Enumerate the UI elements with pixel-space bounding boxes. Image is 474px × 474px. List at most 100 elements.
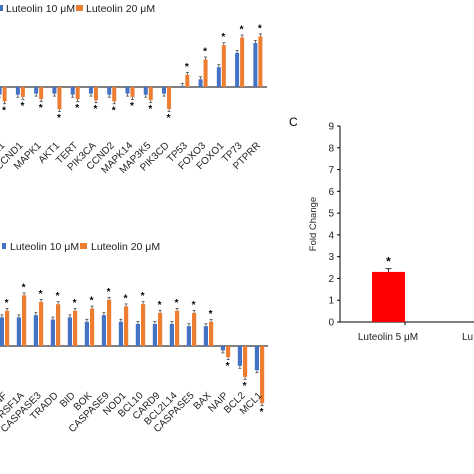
- panel-b-significance-star: *: [209, 309, 213, 320]
- panel-c-y-tick-label: 7: [328, 165, 334, 176]
- panel-b-bar-orange: [243, 346, 248, 377]
- panel-b-bar-blue: [186, 326, 191, 346]
- panel-a-bar-orange: [185, 74, 190, 87]
- panel-b-bar-orange: [73, 310, 78, 346]
- panel-b-significance-star: *: [175, 298, 179, 309]
- panel-a-bar-blue: [0, 87, 2, 95]
- panel-c-bar: [372, 271, 405, 322]
- panel-b-bar-blue: [118, 321, 123, 346]
- panel-b-bar-orange: [175, 310, 180, 346]
- panel-a-bar-blue: [198, 79, 203, 87]
- panel-b-significance-star: *: [158, 300, 162, 311]
- panel-b-legend-label: Luteolin 10 μM: [10, 241, 79, 253]
- panel-a-bar-orange: [240, 37, 245, 87]
- panel-a-bar-orange: [2, 87, 7, 102]
- panel-b-bar-blue: [152, 324, 157, 346]
- panel-a-bar-orange: [20, 87, 25, 97]
- panel-a-bar-orange: [75, 87, 80, 100]
- panel-a-significance-star: *: [240, 25, 244, 36]
- panel-c-y-tick-label: 4: [328, 230, 334, 241]
- panel-a-legend-label: Luteolin 10 μM: [6, 3, 75, 15]
- panel-b-bar-blue: [67, 317, 72, 346]
- panel-b-bar-orange: [260, 346, 265, 404]
- panel-c-y-tick-label: 5: [328, 209, 334, 220]
- panel-b-bar-blue: [203, 326, 208, 346]
- panel-b-significance-star: *: [226, 361, 230, 372]
- panel-b-bar-orange: [141, 304, 146, 346]
- panel-a-bar-blue: [34, 87, 39, 94]
- panel-c-y-axis-label: Fold Change: [308, 197, 319, 251]
- panel-a-significance-star: *: [221, 32, 225, 43]
- panel-c-y-tick-label: 1: [328, 296, 334, 307]
- panel-c-y-tick-label: 2: [328, 274, 334, 285]
- panel-b-bar-orange: [158, 313, 163, 346]
- panel-b-bar-orange: [56, 304, 61, 346]
- panel-c-y-tick-label: 6: [328, 187, 334, 198]
- panel-c-significance-star: *: [386, 255, 391, 269]
- panel-a-significance-star: *: [75, 103, 79, 114]
- panel-b-bar-blue: [0, 317, 4, 346]
- panel-c-y-tick-label: 9: [328, 122, 334, 133]
- panel-b-bar-orange: [90, 308, 95, 346]
- panel-c-y-tick-label: 3: [328, 252, 334, 263]
- panel-a-legend-label: Luteolin 20 μM: [86, 3, 155, 15]
- panel-b-bar-blue: [254, 346, 259, 371]
- panel-a-legend-swatch-blue: [0, 5, 3, 11]
- panel-b-significance-star: *: [124, 293, 128, 304]
- panel-a-bar-blue: [15, 87, 20, 95]
- panel-a-bar-blue: [107, 87, 112, 95]
- panel-a-bar-blue: [235, 52, 240, 87]
- panel-a-bar-orange: [148, 87, 153, 101]
- panel-c-label: C: [289, 115, 298, 129]
- panel-a-bar-blue: [253, 43, 258, 87]
- panel-b-significance-star: *: [192, 300, 196, 311]
- panel-b-bar-blue: [101, 315, 106, 346]
- panel-b-bar-orange: [22, 295, 27, 346]
- panel-a-bar-blue: [70, 87, 75, 95]
- panel-b-bar-orange: [209, 321, 214, 346]
- panel-b-significance-star: *: [141, 291, 145, 302]
- panel-a-legend-swatch-orange: [76, 5, 83, 11]
- panel-b-significance-star: *: [56, 291, 60, 302]
- panel-a-bar-orange: [130, 87, 135, 97]
- panel-b-bar-blue: [50, 319, 55, 346]
- panel-a-significance-star: *: [57, 113, 61, 124]
- panel-a-bar-blue: [180, 85, 185, 87]
- panel-a-bar-orange: [167, 87, 172, 109]
- panel-c-category-label: Luteolin 5 μM: [358, 332, 418, 343]
- panel-b-bar-blue: [33, 315, 38, 346]
- panel-b-significance-star: *: [73, 298, 77, 309]
- panel-a-bar-blue: [125, 87, 130, 94]
- panel-b-bar-orange: [39, 302, 44, 346]
- panel-a-bar-orange: [258, 36, 263, 87]
- panel-b-legend-label: Luteolin 20 μM: [91, 241, 160, 253]
- panel-a-bar-blue: [216, 67, 221, 87]
- panel-a-significance-star: *: [167, 113, 171, 124]
- panel-b-significance-star: *: [39, 289, 43, 300]
- panel-b-bar-blue: [16, 317, 21, 346]
- panel-b-bar-orange: [192, 313, 197, 346]
- panel-b-bar-blue: [84, 321, 89, 346]
- panel-b-significance-star: *: [22, 282, 26, 293]
- panel-b-bar-orange: [107, 299, 112, 346]
- panel-a-significance-star: *: [130, 101, 134, 112]
- panel-b-bar-blue: [169, 324, 174, 346]
- panel-c-chart: C 0 1 2 3 4 5 6 7 8 9 Fold Change * Luteolin 5 μM Lu: [289, 115, 474, 343]
- panel-b-bar-orange: [226, 346, 231, 357]
- panel-a-chart: Luteolin 10 μM Luteolin 20 μM*ELK1*CCND1*…: [0, 3, 267, 176]
- panel-c-category-label: Lu: [462, 332, 473, 343]
- panel-a-bar-orange: [203, 59, 208, 87]
- panel-a-bar-blue: [143, 87, 148, 95]
- panel-b-significance-star: *: [90, 296, 94, 307]
- panel-a-bar-orange: [93, 87, 98, 101]
- panel-b-bar-orange: [5, 310, 10, 346]
- panel-a-bar-blue: [88, 87, 93, 94]
- panel-a-bar-blue: [162, 87, 167, 94]
- panel-c-y-tick-label: 0: [328, 318, 334, 329]
- panel-b-bar-blue: [237, 346, 242, 366]
- panel-a-significance-star: *: [94, 104, 98, 115]
- panel-a-significance-star: *: [203, 47, 207, 58]
- panel-a-significance-star: *: [39, 103, 43, 114]
